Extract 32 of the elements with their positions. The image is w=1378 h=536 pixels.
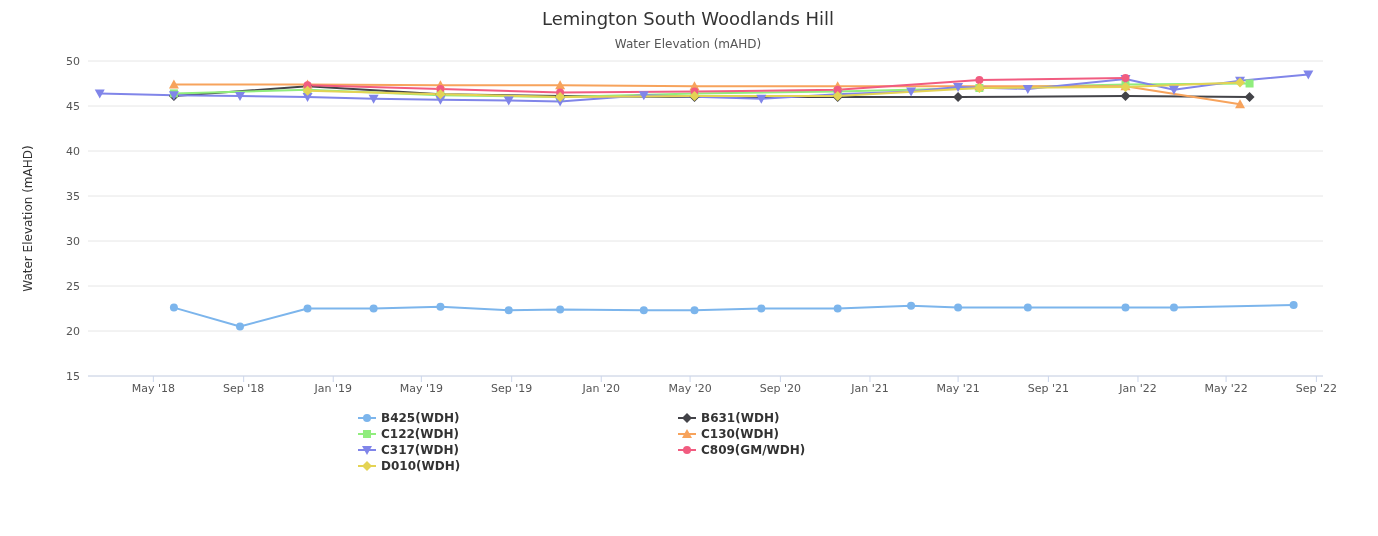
legend-label: C809(GM/WDH) [701, 443, 806, 457]
y-tick-label: 20 [66, 324, 80, 338]
x-tick-label: May '21 [936, 381, 980, 395]
x-tick-label: Jan '21 [850, 381, 889, 395]
x-tick-label: May '20 [668, 381, 712, 395]
y-tick-label: 30 [66, 234, 80, 248]
x-tick-label: Sep '22 [1295, 381, 1338, 395]
y-tick-label: 50 [66, 54, 80, 68]
x-tick-label: May '22 [1204, 381, 1248, 395]
x-tick-label: Sep '21 [1027, 381, 1070, 395]
y-tick-label: 25 [66, 279, 80, 293]
x-tick-label: Sep '20 [759, 381, 802, 395]
legend-label: C130(WDH) [701, 427, 780, 441]
y-tick-label: 40 [66, 144, 80, 158]
x-tick-label: Jan '22 [1118, 381, 1157, 395]
legend-label: C317(WDH) [381, 443, 460, 457]
x-tick-label: May '19 [399, 381, 443, 395]
x-tick-label: Sep '18 [223, 381, 265, 395]
legend-label: C122(WDH) [381, 427, 460, 441]
chart-title: Lemington South Woodlands Hill [540, 8, 836, 29]
legend-label: D010(WDH) [381, 459, 461, 473]
x-tick-label: Jan '19 [313, 381, 352, 395]
chart-subtitle: Water Elevation (mAHD) [613, 37, 763, 51]
y-axis-title: Water Elevation (mAHD) [21, 145, 36, 292]
y-tick-label: 45 [66, 99, 80, 113]
y-tick-label: 35 [66, 189, 80, 203]
x-tick-label: May '18 [131, 381, 175, 395]
legend-label: B425(WDH) [381, 411, 460, 425]
x-tick-label: Jan '20 [581, 381, 620, 395]
y-tick-label: 15 [66, 369, 80, 383]
legend-label: B631(WDH) [701, 411, 780, 425]
x-tick-label: Sep '19 [491, 381, 533, 395]
